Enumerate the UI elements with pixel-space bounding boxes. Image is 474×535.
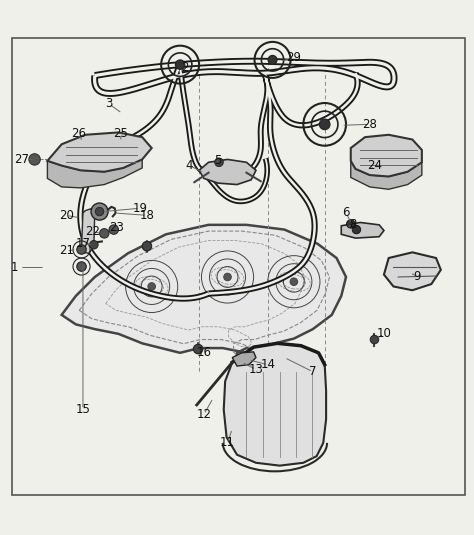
Text: 18: 18 <box>139 209 155 222</box>
Text: 27: 27 <box>14 153 29 166</box>
Text: 6: 6 <box>342 207 350 219</box>
Circle shape <box>290 278 298 286</box>
Text: 3: 3 <box>105 97 113 110</box>
Circle shape <box>370 335 379 344</box>
Text: 23: 23 <box>109 221 124 234</box>
Polygon shape <box>199 159 256 185</box>
Polygon shape <box>351 135 422 177</box>
Circle shape <box>142 241 152 251</box>
Text: 22: 22 <box>85 225 100 239</box>
Text: 13: 13 <box>248 363 264 376</box>
Circle shape <box>95 207 104 216</box>
Text: 24: 24 <box>367 159 382 172</box>
Circle shape <box>77 244 86 254</box>
Circle shape <box>77 262 86 271</box>
Polygon shape <box>47 159 142 188</box>
Polygon shape <box>47 132 152 172</box>
Text: 5: 5 <box>214 155 222 167</box>
Polygon shape <box>384 253 441 291</box>
Text: 15: 15 <box>75 403 91 416</box>
Circle shape <box>215 158 223 166</box>
Circle shape <box>352 225 361 234</box>
Polygon shape <box>341 223 384 238</box>
Text: 7: 7 <box>309 365 317 378</box>
Text: 8: 8 <box>349 218 357 231</box>
Text: 21: 21 <box>59 244 74 257</box>
Circle shape <box>109 225 118 234</box>
Circle shape <box>224 273 231 281</box>
Circle shape <box>346 220 355 228</box>
Circle shape <box>148 282 155 291</box>
Text: 29: 29 <box>286 51 301 65</box>
Text: 26: 26 <box>71 127 86 140</box>
Circle shape <box>91 203 108 220</box>
Text: 25: 25 <box>113 127 128 140</box>
Polygon shape <box>62 225 346 377</box>
Circle shape <box>29 154 40 165</box>
Circle shape <box>175 60 185 70</box>
Text: 17: 17 <box>75 238 91 250</box>
Polygon shape <box>232 352 256 366</box>
Polygon shape <box>82 208 95 253</box>
Polygon shape <box>224 343 326 465</box>
Text: 9: 9 <box>413 271 421 284</box>
Circle shape <box>268 56 277 64</box>
Text: 1: 1 <box>10 261 18 274</box>
Circle shape <box>90 240 98 249</box>
Text: 16: 16 <box>196 346 211 360</box>
Text: 14: 14 <box>260 358 275 371</box>
Circle shape <box>319 119 330 129</box>
Text: 19: 19 <box>132 202 147 215</box>
Text: 10: 10 <box>376 327 392 340</box>
Text: 28: 28 <box>362 118 377 131</box>
Circle shape <box>100 228 109 238</box>
Text: 2: 2 <box>181 61 189 74</box>
Polygon shape <box>351 161 422 189</box>
Text: 12: 12 <box>196 408 211 421</box>
Text: 11: 11 <box>220 437 235 449</box>
Text: 20: 20 <box>59 209 74 222</box>
Circle shape <box>193 345 203 354</box>
Text: 4: 4 <box>186 159 193 172</box>
